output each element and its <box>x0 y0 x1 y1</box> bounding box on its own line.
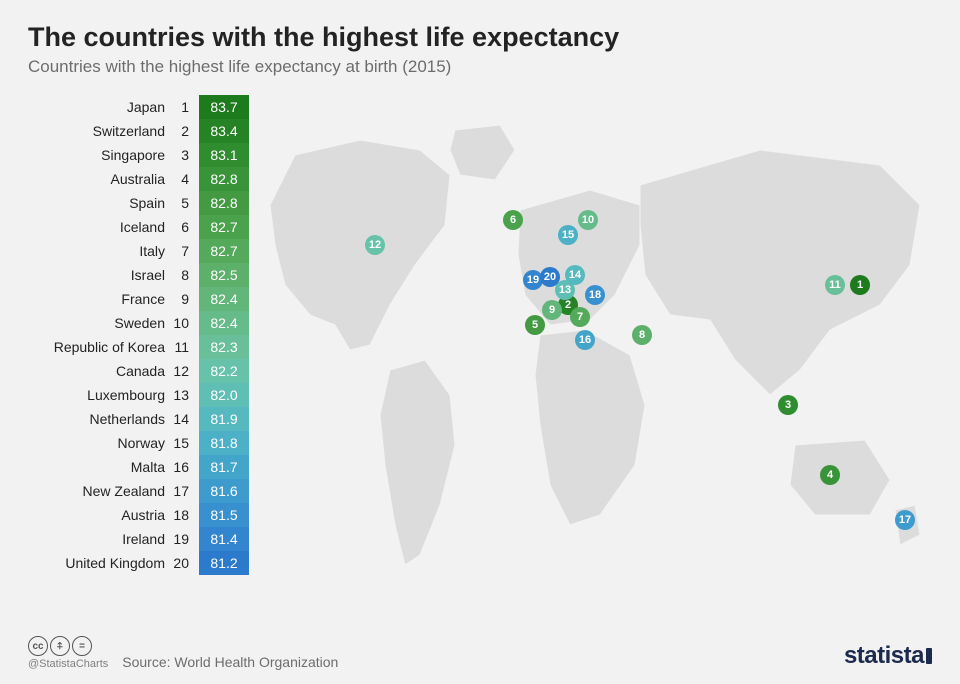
map-marker: 20 <box>540 267 560 287</box>
source-text: Source: World Health Organization <box>122 654 338 670</box>
rank-number: 16 <box>173 459 199 475</box>
rank-number: 13 <box>173 387 199 403</box>
map-marker: 8 <box>632 325 652 345</box>
map-marker: 6 <box>503 210 523 230</box>
country-name: Malta <box>28 459 173 475</box>
country-name: Norway <box>28 435 173 451</box>
rank-number: 9 <box>173 291 199 307</box>
country-name: Sweden <box>28 315 173 331</box>
country-name: Japan <box>28 99 173 115</box>
country-name: Austria <box>28 507 173 523</box>
header: The countries with the highest life expe… <box>0 0 960 83</box>
chart-title: The countries with the highest life expe… <box>28 22 932 53</box>
country-name: Spain <box>28 195 173 211</box>
rank-number: 3 <box>173 147 199 163</box>
country-name: Israel <box>28 267 173 283</box>
world-map: 1234567891011121314151617181920 <box>240 95 940 605</box>
country-name: Italy <box>28 243 173 259</box>
cc-icons: cc ⍏ = <box>28 636 108 656</box>
map-marker: 5 <box>525 315 545 335</box>
footer: cc ⍏ = @StatistaCharts Source: World Hea… <box>28 636 932 670</box>
nd-icon: = <box>72 636 92 656</box>
rank-number: 10 <box>173 315 199 331</box>
country-name: Republic of Korea <box>28 339 173 355</box>
map-marker: 17 <box>895 510 915 530</box>
rank-number: 5 <box>173 195 199 211</box>
rank-number: 4 <box>173 171 199 187</box>
by-icon: ⍏ <box>50 636 70 656</box>
map-marker: 14 <box>565 265 585 285</box>
rank-number: 14 <box>173 411 199 427</box>
country-name: New Zealand <box>28 483 173 499</box>
chart-subtitle: Countries with the highest life expectan… <box>28 57 932 77</box>
map-marker: 1 <box>850 275 870 295</box>
map-marker: 7 <box>570 307 590 327</box>
country-name: Canada <box>28 363 173 379</box>
map-marker: 11 <box>825 275 845 295</box>
rank-number: 6 <box>173 219 199 235</box>
map-marker: 9 <box>542 300 562 320</box>
rank-number: 1 <box>173 99 199 115</box>
map-marker: 12 <box>365 235 385 255</box>
map-marker: 10 <box>578 210 598 230</box>
rank-number: 20 <box>173 555 199 571</box>
handle: @StatistaCharts <box>28 658 108 670</box>
rank-number: 2 <box>173 123 199 139</box>
rank-number: 15 <box>173 435 199 451</box>
map-marker: 3 <box>778 395 798 415</box>
content: Japan183.7Switzerland283.4Singapore383.1… <box>0 83 960 93</box>
country-name: Ireland <box>28 531 173 547</box>
rank-number: 17 <box>173 483 199 499</box>
rank-number: 8 <box>173 267 199 283</box>
map-marker: 15 <box>558 225 578 245</box>
rank-number: 19 <box>173 531 199 547</box>
country-name: Luxembourg <box>28 387 173 403</box>
country-name: Australia <box>28 171 173 187</box>
rank-number: 12 <box>173 363 199 379</box>
map-marker: 18 <box>585 285 605 305</box>
cc-icon: cc <box>28 636 48 656</box>
rank-number: 11 <box>173 339 199 355</box>
map-marker: 4 <box>820 465 840 485</box>
country-name: France <box>28 291 173 307</box>
country-name: United Kingdom <box>28 555 173 571</box>
map-marker: 16 <box>575 330 595 350</box>
country-name: Iceland <box>28 219 173 235</box>
rank-number: 7 <box>173 243 199 259</box>
country-name: Switzerland <box>28 123 173 139</box>
country-name: Netherlands <box>28 411 173 427</box>
country-name: Singapore <box>28 147 173 163</box>
rank-number: 18 <box>173 507 199 523</box>
statista-logo: statista <box>844 642 932 670</box>
